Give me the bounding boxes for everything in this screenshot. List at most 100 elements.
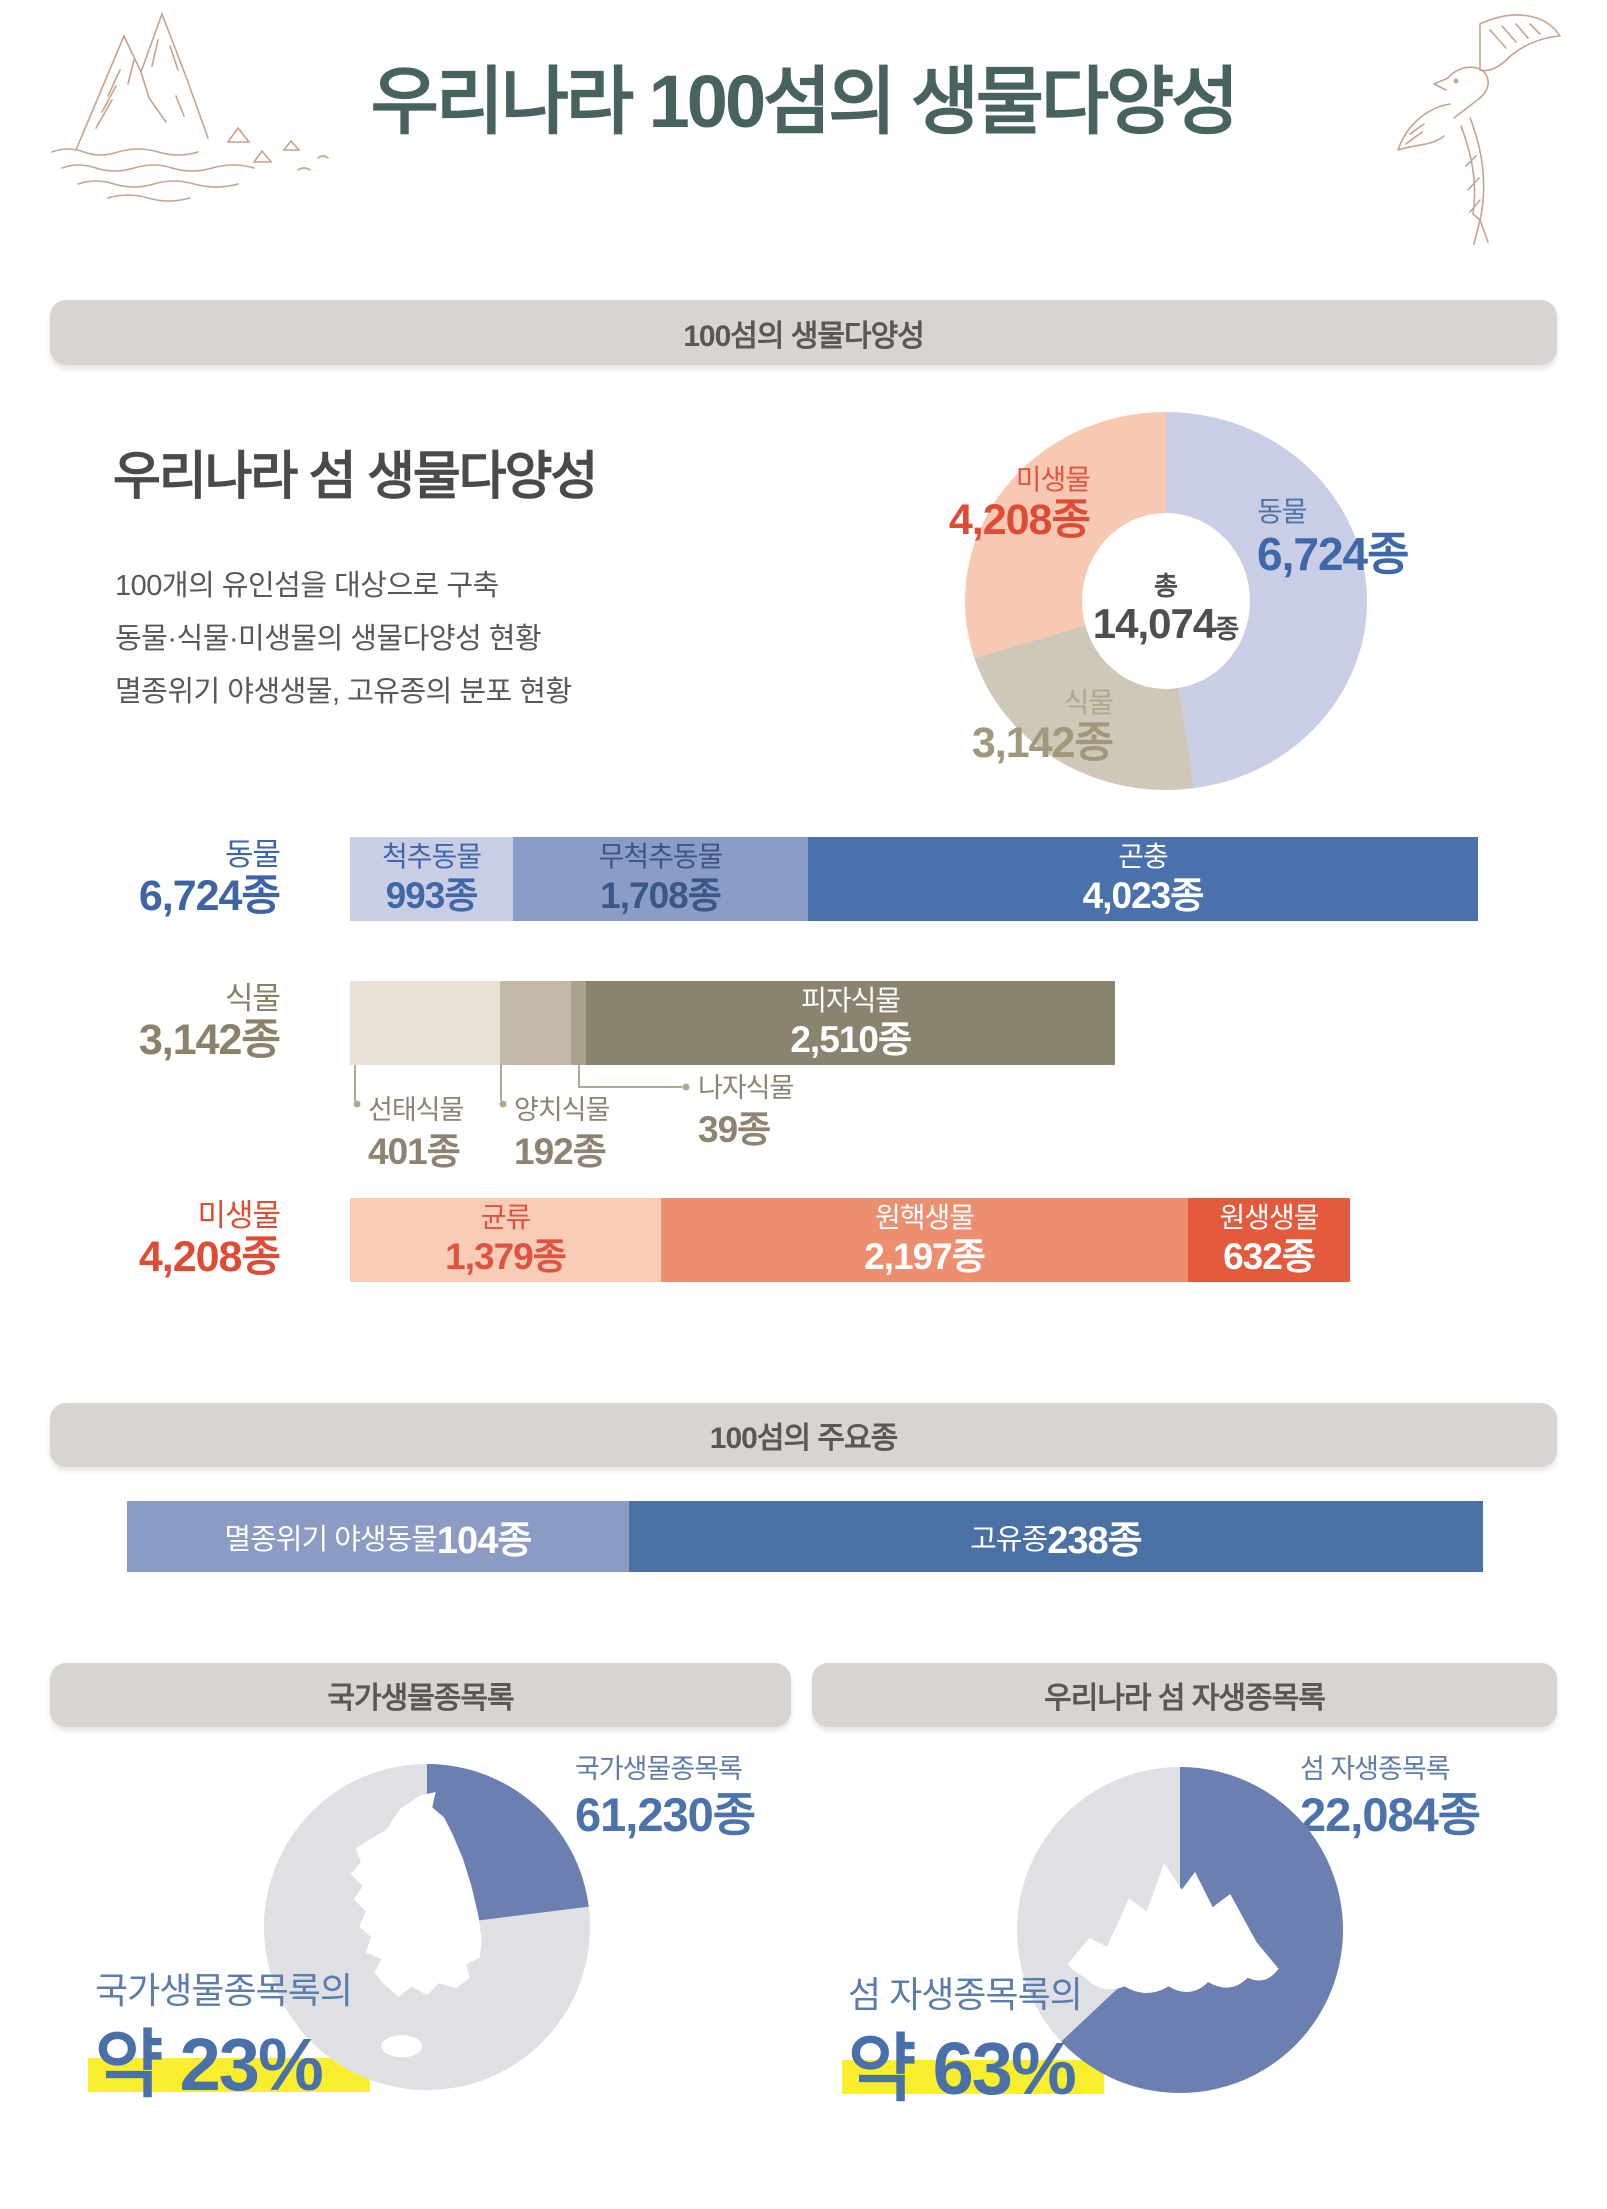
bar-segment-endangered: 멸종위기 야생동물 104종 (127, 1501, 629, 1572)
donut-center-prefix: 총 (1154, 571, 1178, 601)
bar-segment-endemic: 고유종 238종 (628, 1501, 1483, 1572)
national-list-caption: 국가생물종목록의 (95, 1970, 353, 2011)
donut-chart (965, 412, 1368, 791)
segment-value: 993종 (385, 874, 479, 916)
bird-sketch-illustration (1397, 14, 1561, 245)
donut-label-microbe: 미생물 4,208종 (860, 464, 1091, 546)
island-list-caption: 섬 자생종목록의 (848, 1974, 1083, 2015)
segment-label: 멸종위기 야생동물 (224, 1523, 437, 1556)
segment-name: 곤충 (1118, 841, 1169, 872)
bar-segment-bryophytes (350, 981, 500, 1065)
microbe-bar-total: 4,208종 (138, 1233, 281, 1282)
section3-right-header-label: 우리나라 섬 자생종목록 (1044, 1682, 1326, 1715)
highlight-right (842, 2060, 1104, 2094)
donut-label-animal: 동물 6,724종 (1257, 496, 1497, 581)
animal-stacked-bar: 척추동물 993종 무척추동물 1,708종 곤충 4,023종 (350, 837, 1478, 921)
donut-center-value: 14,074 (1092, 599, 1216, 647)
microbe-stacked-bar: 균류 1,379종 원핵생물 2,197종 원생생물 632종 (350, 1198, 1350, 1282)
plant-bar-name: 식물 (224, 980, 281, 1016)
chart-wedge (1166, 412, 1368, 789)
segment-value: 1,379종 (445, 1235, 567, 1277)
callout-gymnosperms: 나자식물 39종 (698, 1073, 794, 1150)
section1-header-label: 100섬의 생물다양성 (683, 319, 925, 353)
animal-bar-label: 동물 6,724종 (50, 836, 281, 921)
segment-value: 4,023종 (1082, 874, 1205, 916)
segment-name: 피자식물 (801, 985, 901, 1016)
national-list-stat-label: 국가생물종목록 (575, 1754, 743, 1784)
section2-header-label: 100섬의 주요종 (709, 1422, 898, 1455)
highlight-left (88, 2058, 370, 2092)
donut-label-microbe-value: 4,208종 (948, 496, 1091, 545)
island-list-pie-chart (1017, 1767, 1344, 2093)
segment-name: 무척추동물 (598, 841, 724, 872)
donut-center-unit: 종 (1215, 613, 1240, 644)
bar-segment-invertebrates: 무척추동물 1,708종 (512, 837, 808, 921)
animal-bar-name: 동물 (224, 836, 281, 872)
donut-label-animal-value: 6,724종 (1257, 528, 1409, 581)
mountain-peak-lines (75, 11, 209, 151)
korea-map-silhouette (350, 1792, 482, 2058)
bar-segment-vertebrates: 척추동물 993종 (350, 837, 513, 921)
island-list-percentage: 약 63% (848, 2027, 1077, 2110)
callout-value: 401종 (368, 1130, 461, 1172)
callout-name: 나자식물 (698, 1073, 794, 1103)
mountain-sketch-illustration (51, 11, 329, 202)
segment-value: 632종 (1223, 1235, 1316, 1277)
key-species-bar: 멸종위기 야생동물 104종 고유종 238종 (127, 1501, 1483, 1572)
island-mountain-silhouette (1067, 1863, 1279, 1993)
national-list-stat: 국가생물종목록 61,230종 (575, 1754, 756, 1841)
segment-value: 2,197종 (864, 1235, 986, 1277)
animal-bar-total: 6,724종 (138, 872, 281, 921)
callout-name: 양치식물 (514, 1095, 610, 1125)
national-list-percentage: 약 23% (95, 2023, 324, 2106)
donut-hole (1082, 513, 1250, 689)
bar-segment-insects: 곤충 4,023종 (807, 837, 1478, 921)
callout-value: 39종 (698, 1108, 771, 1150)
bar-segment-protists: 원생생물 632종 (1188, 1198, 1350, 1282)
segment-label: 고유종 (970, 1523, 1048, 1556)
intro-line: 100개의 유인섬을 대상으로 구축 (115, 570, 499, 602)
segment-name: 원핵생물 (874, 1202, 975, 1233)
callout-ferns: 양치식물 192종 (514, 1095, 610, 1172)
segment-value: 2,510종 (790, 1018, 912, 1060)
callout-name: 선태식물 (368, 1095, 464, 1125)
donut-label-plant: 식물 3,142종 (883, 687, 1114, 769)
callout-bryophytes: 선태식물 401종 (368, 1095, 464, 1172)
donut-label-microbe-name: 미생물 (1015, 464, 1091, 495)
bar-segment-fungi: 균류 1,379종 (350, 1198, 661, 1282)
page-title: 우리나라 100섬의 생물다양성 (370, 60, 1239, 143)
donut-label-plant-name: 식물 (1063, 687, 1114, 718)
section1-header-bar: 100섬의 생물다양성 (50, 300, 1557, 365)
callout-value: 192종 (514, 1130, 607, 1172)
bar-segment-gymnosperms (571, 981, 587, 1065)
section2-header-bar: 100섬의 주요종 (50, 1403, 1557, 1467)
plant-bar-label: 식물 3,142종 (50, 980, 281, 1065)
section3-left-header-bar: 국가생물종목록 (50, 1663, 791, 1727)
bar-segment-angiosperms: 피자식물 2,510종 (586, 981, 1115, 1065)
segment-value: 1,708종 (600, 874, 722, 916)
intro-paragraph: 100개의 유인섬을 대상으로 구축 동물·식물·미생물의 생물다양성 현황 멸… (115, 560, 572, 719)
bar-segment-ferns (499, 981, 572, 1065)
plant-callout-lines (353, 1065, 690, 1108)
segment-name: 척추동물 (381, 841, 482, 872)
plant-bar-total: 3,142종 (138, 1016, 281, 1065)
donut-center-total: 총 14,074종 (1046, 572, 1286, 647)
intro-line: 동물·식물·미생물의 생물다양성 현황 (115, 623, 542, 655)
section3-left-header-label: 국가생물종목록 (327, 1682, 514, 1715)
intro-line: 멸종위기 야생생물, 고유종의 분포 현황 (115, 676, 572, 708)
national-list-pie-chart (264, 1764, 590, 2090)
microbe-bar-name: 미생물 (197, 1197, 281, 1233)
section3-right-header-bar: 우리나라 섬 자생종목록 (812, 1663, 1557, 1727)
donut-label-plant-value: 3,142종 (971, 719, 1114, 768)
island-list-stat-label: 섬 자생종목록 (1300, 1754, 1451, 1784)
plant-stacked-bar: 피자식물 2,510종 (350, 981, 1115, 1065)
microbe-bar-label: 미생물 4,208종 (50, 1197, 281, 1282)
segment-name: 균류 (480, 1202, 532, 1233)
donut-label-animal-name: 동물 (1257, 496, 1308, 527)
national-list-stat-value: 61,230종 (575, 1787, 756, 1841)
segment-name: 원생생물 (1219, 1202, 1319, 1233)
island-list-stat-value: 22,084종 (1300, 1787, 1481, 1841)
segment-value: 104종 (436, 1520, 532, 1562)
island-list-stat: 섬 자생종목록 22,084종 (1300, 1754, 1481, 1841)
segment-value: 238종 (1047, 1520, 1142, 1562)
